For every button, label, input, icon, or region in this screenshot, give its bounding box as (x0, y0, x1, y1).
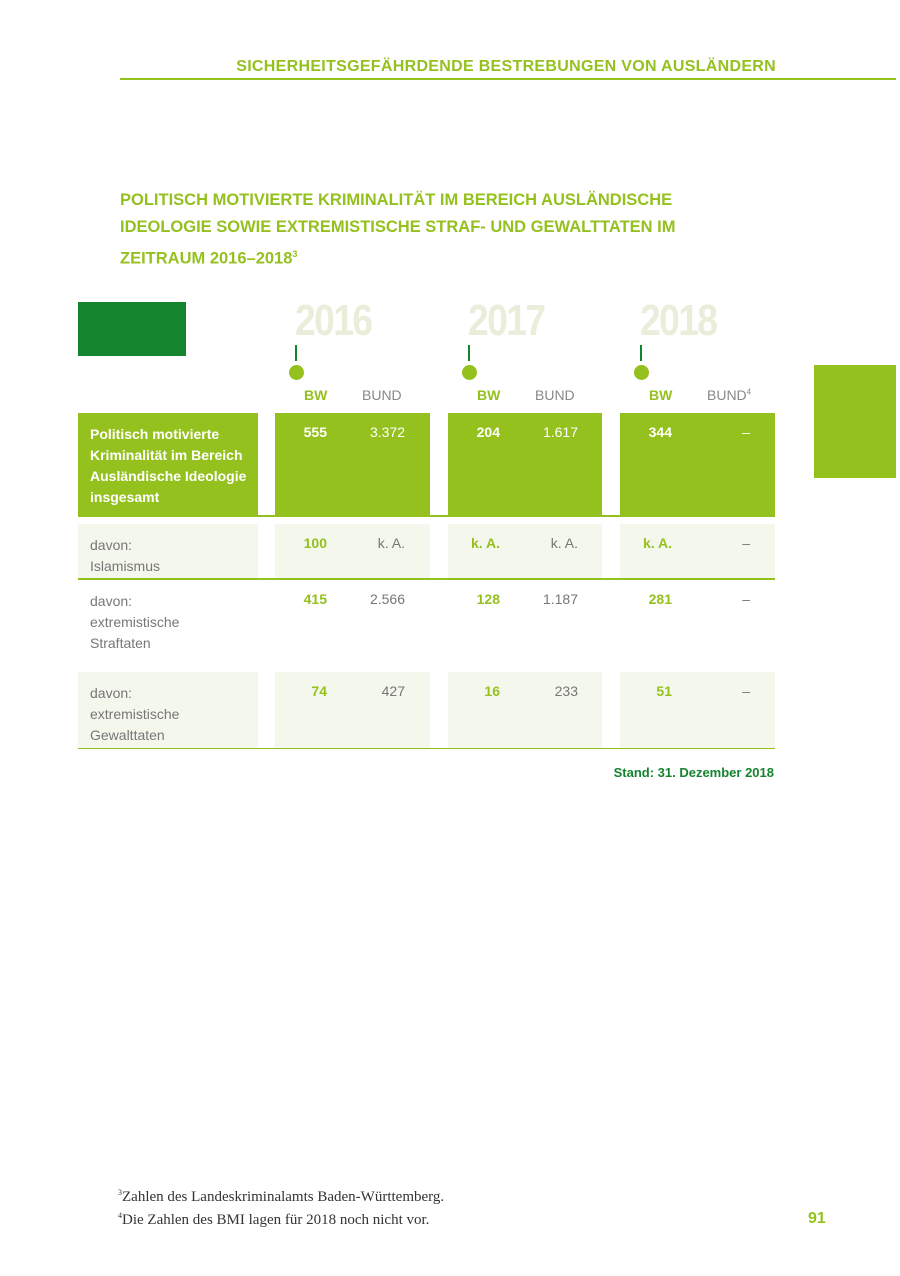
page-number: 91 (808, 1210, 826, 1227)
row-divider (78, 578, 775, 580)
value-bw: 100 (303, 535, 327, 551)
value-bund: – (742, 535, 750, 551)
timeline-tick (295, 345, 297, 361)
column-header-bund: BUND4 (707, 387, 752, 403)
value-bund: – (742, 683, 750, 699)
running-header: SICHERHEITSGEFÄHRDENDE BESTREBUNGEN VON … (236, 58, 776, 75)
row-label-line: Ausländische Ideologie (90, 468, 247, 484)
value-bw: k. A. (470, 535, 500, 551)
footnote: 3Zahlen des Landeskriminalamts Baden-Wür… (118, 1188, 445, 1205)
row-label-line: Straftaten (90, 635, 151, 651)
value-bw: 16 (484, 683, 500, 699)
value-bund: 1.187 (542, 591, 578, 607)
row-label-line: insgesamt (90, 489, 160, 505)
year-label: 2018 (640, 296, 718, 345)
column-header-bund: BUND (535, 387, 575, 403)
decorative-box (78, 302, 186, 356)
value-bw: 344 (648, 424, 672, 440)
row-label-line: davon: (90, 685, 133, 701)
row-cell-bg (620, 413, 775, 516)
value-bw: 555 (303, 424, 327, 440)
row-cell-bg (275, 524, 430, 578)
row-label-line: Politisch motivierte (90, 426, 220, 442)
footnote: 4Die Zahlen des BMI lagen für 2018 noch … (118, 1211, 430, 1228)
value-bw: 281 (648, 591, 672, 607)
value-bw: 74 (311, 683, 327, 699)
row-label-line: Gewalttaten (90, 727, 165, 743)
value-bw: 204 (476, 424, 500, 440)
timeline-dot-icon (634, 365, 649, 380)
column-header-bw: BW (304, 387, 328, 403)
row-label-bg (78, 413, 258, 516)
timeline-dot-icon (462, 365, 477, 380)
stand-note: Stand: 31. Dezember 2018 (613, 765, 774, 780)
row-label-line: davon: (90, 593, 133, 609)
row-label: davon: Islamismus (90, 535, 160, 577)
row-cell-bg (448, 672, 602, 748)
row-label-bg (78, 672, 258, 748)
row-label-line: extremistische (90, 614, 180, 630)
value-bund: 1.617 (542, 424, 578, 440)
value-bund: 3.372 (369, 424, 405, 440)
value-bund: – (742, 591, 750, 607)
row-label-line: extremistische (90, 706, 180, 722)
row-cell-bg (448, 413, 602, 516)
row-label: Politisch motivierte Kriminalität im Bere… (90, 424, 246, 508)
value-bund: k. A. (377, 535, 405, 551)
row-cell-bg (275, 413, 430, 516)
row-label: davon: extremistische Gewalttaten (90, 683, 179, 746)
year-label: 2017 (468, 296, 546, 345)
column-header-bw: BW (477, 387, 501, 403)
title-line: IDEOLOGIE SOWIE EXTREMISTISCHE STRAF- UN… (120, 218, 676, 236)
year-label: 2016 (295, 296, 373, 345)
value-bw: 51 (656, 683, 672, 699)
row-cell-bg (448, 524, 602, 578)
value-bw: 415 (303, 591, 327, 607)
column-header-bund: BUND (362, 387, 402, 403)
title-line: ZEITRAUM 2016–2018 (120, 249, 293, 268)
timeline-tick (640, 345, 642, 361)
timeline-tick (468, 345, 470, 361)
row-label-line: Islamismus (90, 558, 161, 574)
title-line: POLITISCH MOTIVIERTE KRIMINALITÄT IM BER… (120, 191, 673, 209)
row-divider (78, 515, 775, 517)
row-cell-bg (620, 524, 775, 578)
row-label-line: davon: (90, 537, 133, 553)
value-bund: – (742, 424, 750, 440)
value-bund: 2.566 (369, 591, 405, 607)
timeline-dot-icon (289, 365, 304, 380)
row-label-line: Kriminalität im Bereich (90, 447, 243, 463)
row-label-bg (78, 524, 258, 578)
row-divider (78, 748, 775, 749)
row-label: davon: extremistische Straftaten (90, 591, 179, 654)
value-bund: 233 (554, 683, 578, 699)
row-cell-bg (620, 672, 775, 748)
table-title: POLITISCH MOTIVIERTE KRIMINALITÄT IM BER… (120, 187, 740, 273)
column-header-bw: BW (649, 387, 673, 403)
value-bw: k. A. (642, 535, 672, 551)
value-bund: k. A. (550, 535, 578, 551)
header-rule (120, 78, 896, 80)
row-cell-bg (275, 672, 430, 748)
value-bund: 427 (381, 683, 405, 699)
value-bw: 128 (476, 591, 500, 607)
footnote-ref: 3 (292, 249, 298, 259)
chapter-tab (814, 365, 896, 478)
